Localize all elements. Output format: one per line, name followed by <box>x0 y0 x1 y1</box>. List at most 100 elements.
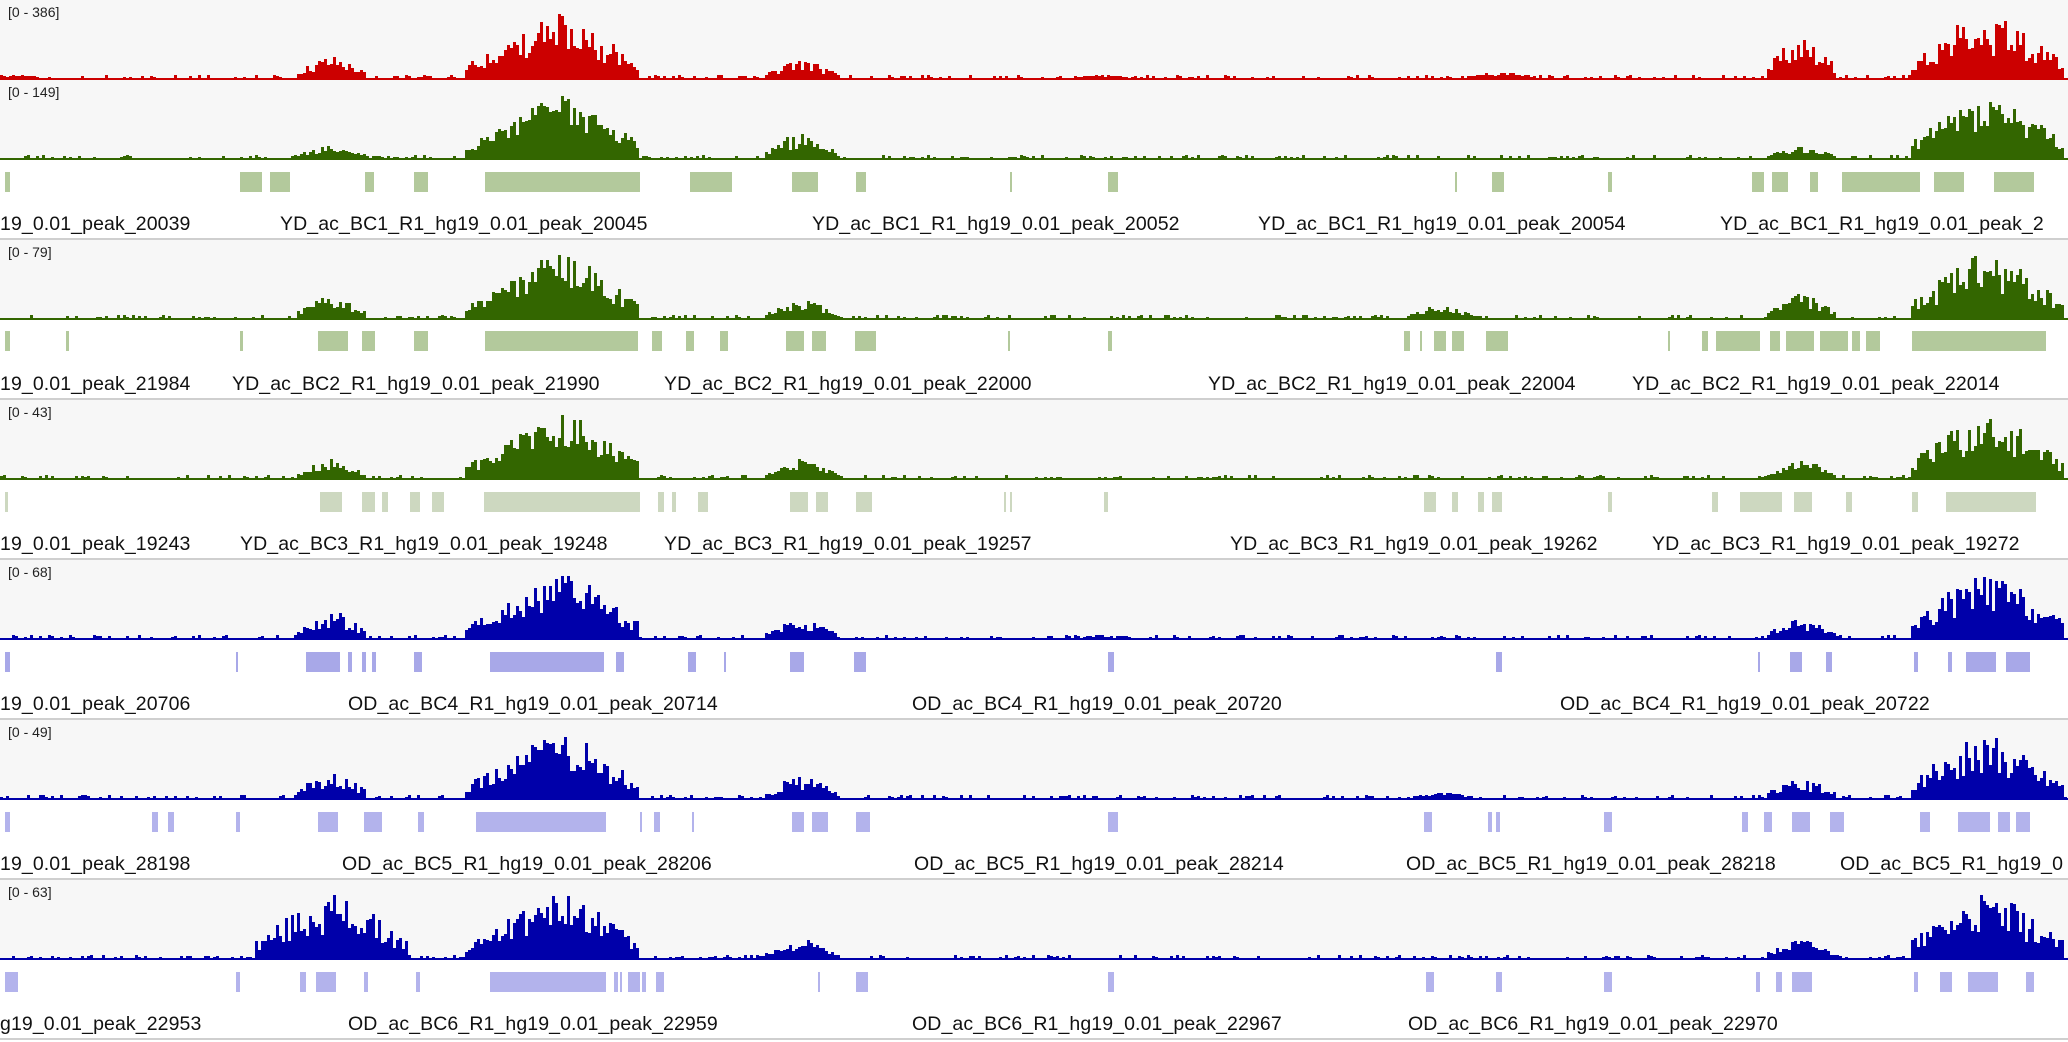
peak-feature[interactable] <box>642 972 646 992</box>
peak-feature[interactable] <box>1008 331 1010 351</box>
peak-feature[interactable] <box>1608 492 1612 512</box>
peak-feature[interactable] <box>1742 812 1748 832</box>
peak-feature[interactable] <box>320 492 342 512</box>
peak-feature[interactable] <box>1108 172 1118 192</box>
peak-feature[interactable] <box>812 331 826 351</box>
peak-feature[interactable] <box>1846 492 1852 512</box>
peak-feature[interactable] <box>1452 331 1464 351</box>
peak-feature[interactable] <box>1830 812 1844 832</box>
peak-feature[interactable] <box>688 652 696 672</box>
peak-feature[interactable] <box>372 652 376 672</box>
peak-feature[interactable] <box>1702 331 1708 351</box>
peak-feature[interactable] <box>816 492 828 512</box>
peak-feature[interactable] <box>1108 812 1118 832</box>
peak-feature[interactable] <box>1492 492 1502 512</box>
peak-feature[interactable] <box>1968 972 1998 992</box>
peak-feature[interactable] <box>1820 331 1840 351</box>
peak-label[interactable]: OD_ac_BC6_R1_hg19_0.01_peak_22970 <box>1408 1013 1778 1035</box>
peak-feature[interactable] <box>1914 652 1918 672</box>
peak-feature[interactable] <box>692 812 694 832</box>
peak-feature[interactable] <box>792 172 818 192</box>
peak-feature[interactable] <box>1840 331 1848 351</box>
peak-feature[interactable] <box>1108 652 1114 672</box>
peak-feature[interactable] <box>362 331 375 351</box>
track-3-signal[interactable]: [0 - 79] <box>0 240 2068 320</box>
peak-feature[interactable] <box>5 812 10 832</box>
peak-feature-row[interactable] <box>0 172 2068 192</box>
peak-feature[interactable] <box>66 331 69 351</box>
peak-feature[interactable] <box>240 331 243 351</box>
peak-feature[interactable] <box>724 652 726 672</box>
peak-feature[interactable] <box>1108 331 1112 351</box>
peak-feature[interactable] <box>1792 812 1810 832</box>
peak-feature[interactable] <box>1424 812 1432 832</box>
peak-feature[interactable] <box>490 652 604 672</box>
peak-feature[interactable] <box>432 492 444 512</box>
peak-label[interactable]: YD_ac_BC3_R1_hg19_0.01_peak_19262 <box>1230 533 1598 555</box>
peak-feature[interactable] <box>362 652 366 672</box>
peak-feature[interactable] <box>652 331 662 351</box>
peak-feature[interactable] <box>484 492 640 512</box>
peak-feature[interactable] <box>818 972 820 992</box>
peak-feature[interactable] <box>236 972 240 992</box>
peak-feature[interactable] <box>1104 492 1108 512</box>
peak-feature[interactable] <box>690 172 732 192</box>
peak-label[interactable]: YD_ac_BC1_R1_hg19_0.01_peak_20045 <box>280 213 648 235</box>
peak-feature[interactable] <box>1756 972 1760 992</box>
peak-feature[interactable] <box>1966 652 1996 672</box>
peak-feature[interactable] <box>236 652 238 672</box>
peak-feature[interactable] <box>152 812 158 832</box>
peak-label[interactable]: OD_ac_BC6_R1_hg19_0.01_peak_22967 <box>912 1013 1282 1035</box>
peak-feature[interactable] <box>410 492 420 512</box>
peak-feature[interactable] <box>382 492 388 512</box>
peak-label[interactable]: OD_ac_BC5_R1_hg19_0.01_peak_28206 <box>342 853 712 875</box>
peak-feature[interactable] <box>1948 652 1952 672</box>
peak-feature[interactable] <box>1492 172 1504 192</box>
peak-label[interactable]: YD_ac_BC1_R1_hg19_0.01_peak_20054 <box>1258 213 1626 235</box>
peak-feature[interactable] <box>1792 972 1812 992</box>
peak-feature[interactable] <box>1004 492 1006 512</box>
peak-feature[interactable] <box>5 172 10 192</box>
peak-feature[interactable] <box>5 652 10 672</box>
peak-feature[interactable] <box>318 812 338 832</box>
peak-feature[interactable] <box>1776 972 1782 992</box>
peak-feature[interactable] <box>416 972 420 992</box>
peak-feature[interactable] <box>476 812 606 832</box>
peak-feature[interactable] <box>1772 172 1788 192</box>
peak-label[interactable]: g19_0.01_peak_22953 <box>0 1013 202 1035</box>
peak-feature[interactable] <box>1866 331 1880 351</box>
peak-feature[interactable] <box>316 972 336 992</box>
peak-feature[interactable] <box>1716 331 1760 351</box>
peak-feature[interactable] <box>168 812 174 832</box>
peak-feature[interactable] <box>790 492 808 512</box>
peak-feature[interactable] <box>1426 972 1434 992</box>
peak-feature[interactable] <box>856 812 870 832</box>
track-1-signal[interactable]: [0 - 386] <box>0 0 2068 80</box>
peak-feature[interactable] <box>1434 331 1446 351</box>
peak-feature[interactable] <box>628 972 640 992</box>
peak-feature-row[interactable] <box>0 492 2068 512</box>
peak-label[interactable]: 19_0.01_peak_20039 <box>0 213 191 235</box>
peak-feature-row[interactable] <box>0 972 2068 992</box>
peak-label[interactable]: OD_ac_BC4_R1_hg19_0.01_peak_20714 <box>348 693 718 715</box>
peak-feature[interactable] <box>1758 652 1760 672</box>
peak-feature[interactable] <box>656 972 664 992</box>
peak-feature[interactable] <box>1478 492 1484 512</box>
peak-feature[interactable] <box>856 972 868 992</box>
peak-feature[interactable] <box>856 172 866 192</box>
peak-feature[interactable] <box>1668 331 1670 351</box>
peak-feature[interactable] <box>698 492 708 512</box>
peak-feature[interactable] <box>1852 331 1860 351</box>
peak-label[interactable]: YD_ac_BC2_R1_hg19_0.01_peak_21990 <box>232 373 600 395</box>
peak-feature[interactable] <box>1912 492 1918 512</box>
peak-feature[interactable] <box>1770 331 1780 351</box>
peak-feature[interactable] <box>485 331 638 351</box>
peak-feature[interactable] <box>1842 172 1920 192</box>
peak-feature[interactable] <box>236 812 240 832</box>
peak-feature[interactable] <box>1712 492 1718 512</box>
peak-feature[interactable] <box>1496 972 1502 992</box>
peak-feature[interactable] <box>1604 972 1612 992</box>
peak-feature[interactable] <box>672 492 676 512</box>
peak-feature[interactable] <box>1488 812 1492 832</box>
